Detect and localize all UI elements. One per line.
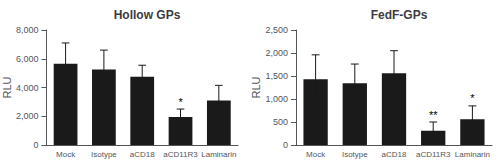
svg-text:Mock: Mock xyxy=(56,150,76,159)
svg-text:2,000: 2,000 xyxy=(16,111,39,121)
svg-text:RLU: RLU xyxy=(1,76,13,98)
svg-text:500: 500 xyxy=(273,117,288,127)
svg-text:1,000: 1,000 xyxy=(265,94,288,104)
svg-text:Hollow GPs: Hollow GPs xyxy=(114,8,181,22)
svg-text:2,500: 2,500 xyxy=(265,25,288,35)
svg-text:FedF-GPs: FedF-GPs xyxy=(371,8,428,22)
svg-text:*: * xyxy=(178,96,183,108)
svg-text:1,500: 1,500 xyxy=(265,71,288,81)
svg-text:6,000: 6,000 xyxy=(16,54,39,64)
svg-text:*: * xyxy=(470,92,475,104)
svg-text:Isotype: Isotype xyxy=(342,150,368,159)
svg-text:aCD11R3: aCD11R3 xyxy=(163,150,198,159)
svg-text:Laminarin: Laminarin xyxy=(201,150,236,159)
svg-text:Isotype: Isotype xyxy=(91,150,117,159)
svg-text:Mock: Mock xyxy=(306,150,326,159)
svg-text:**: ** xyxy=(429,109,438,121)
svg-text:0: 0 xyxy=(283,140,288,150)
svg-text:2,000: 2,000 xyxy=(265,48,288,58)
svg-text:8,000: 8,000 xyxy=(16,25,39,35)
svg-text:4,000: 4,000 xyxy=(16,83,39,93)
svg-text:Laminarin: Laminarin xyxy=(455,150,490,159)
svg-text:aCD18: aCD18 xyxy=(382,150,407,159)
svg-text:aCD18: aCD18 xyxy=(130,150,155,159)
svg-text:aCD11R3: aCD11R3 xyxy=(416,150,451,159)
svg-text:RLU: RLU xyxy=(250,76,262,98)
svg-text:0: 0 xyxy=(33,140,38,150)
